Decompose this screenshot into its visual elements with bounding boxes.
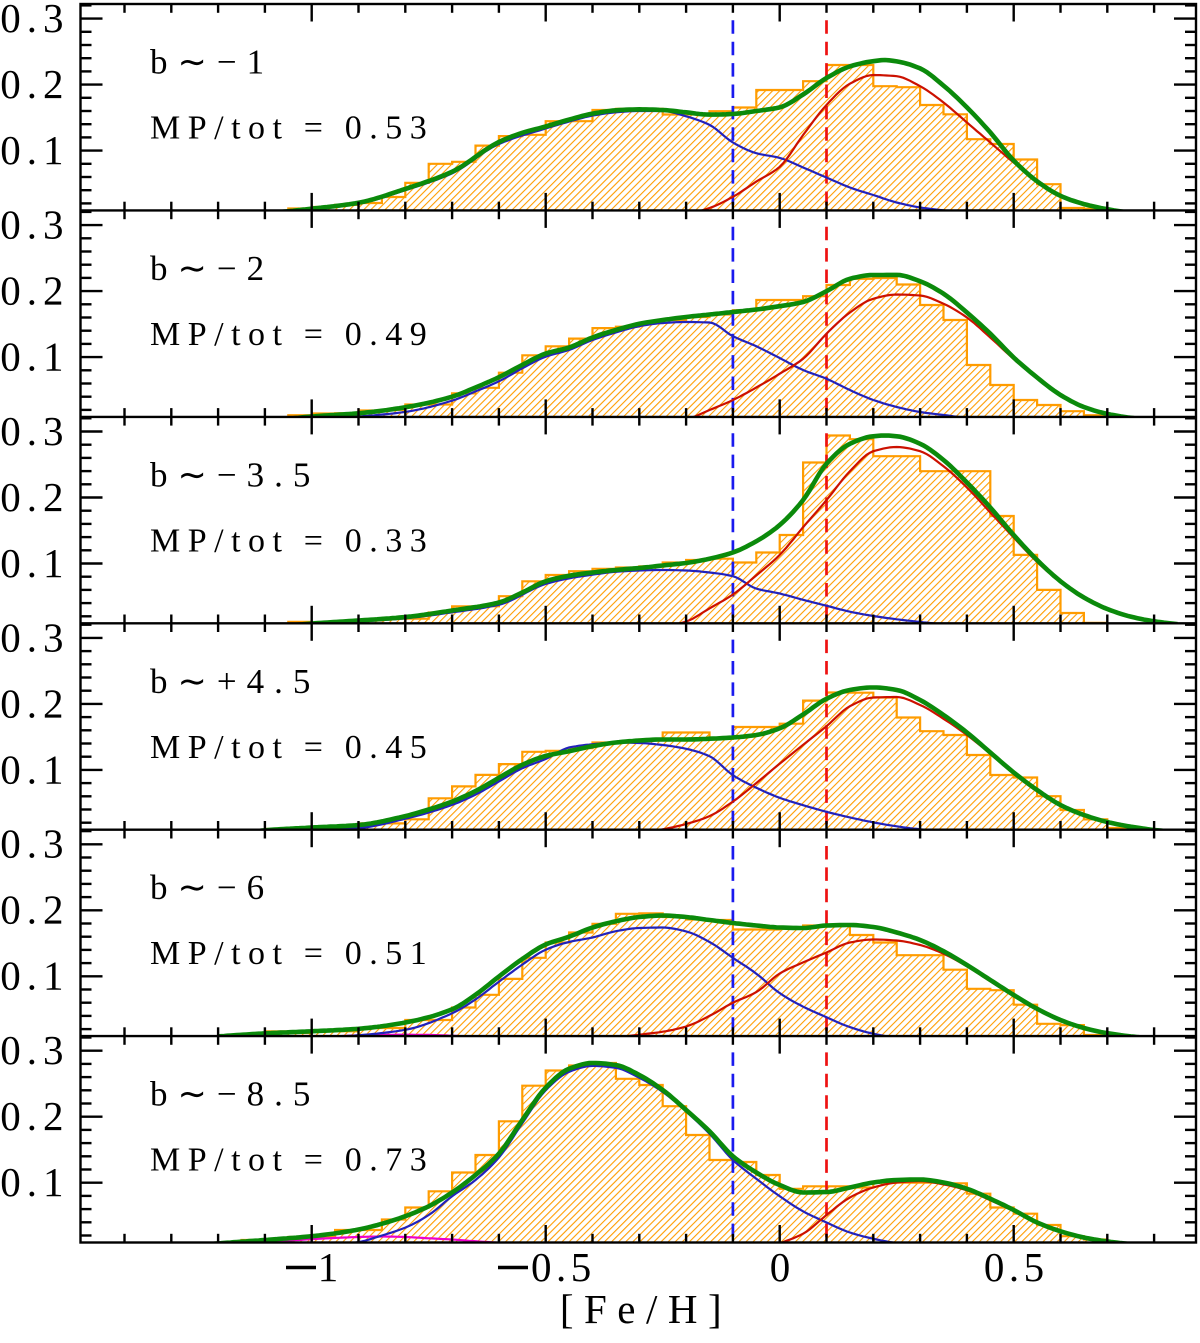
svg-text:b∼−3.5: b∼−3.5: [150, 455, 320, 494]
svg-text:MP/tot = 0.53: MP/tot = 0.53: [150, 110, 434, 147]
svg-text:0.1: 0.1: [0, 746, 69, 792]
svg-text:0.3: 0.3: [0, 1027, 69, 1073]
svg-text:b∼−6: b∼−6: [150, 868, 274, 907]
svg-text:0.3: 0.3: [0, 408, 69, 454]
svg-text:0.2: 0.2: [0, 1093, 69, 1139]
svg-text:b∼+4.5: b∼+4.5: [150, 662, 320, 701]
svg-text:b∼−2: b∼−2: [150, 249, 274, 288]
svg-text:0.5: 0.5: [984, 1244, 1049, 1290]
svg-text:0.3: 0.3: [0, 614, 69, 660]
svg-text:MP/tot = 0.51: MP/tot = 0.51: [150, 935, 434, 972]
svg-text:0.1: 0.1: [0, 334, 69, 380]
svg-text:1: 1: [318, 1244, 339, 1290]
svg-text:b∼−1: b∼−1: [150, 43, 274, 82]
svg-text:0.2: 0.2: [0, 268, 69, 314]
svg-text:0.1: 0.1: [0, 1159, 69, 1205]
svg-text:0.1: 0.1: [0, 953, 69, 999]
svg-text:0.3: 0.3: [0, 0, 69, 41]
svg-text:0.1: 0.1: [0, 540, 69, 586]
svg-text:[Fe/H]: [Fe/H]: [560, 1286, 732, 1332]
svg-text:MP/tot = 0.45: MP/tot = 0.45: [150, 729, 434, 766]
svg-text:0.2: 0.2: [0, 474, 69, 520]
svg-text:0.1: 0.1: [0, 127, 69, 173]
svg-text:0.2: 0.2: [0, 680, 69, 726]
svg-text:0: 0: [770, 1244, 795, 1290]
svg-text:0.2: 0.2: [0, 61, 69, 107]
svg-text:b∼−8.5: b∼−8.5: [150, 1075, 320, 1114]
svg-text:MP/tot = 0.33: MP/tot = 0.33: [150, 522, 434, 559]
svg-text:0.3: 0.3: [0, 202, 69, 248]
svg-text:0.2: 0.2: [0, 887, 69, 933]
svg-text:MP/tot = 0.49: MP/tot = 0.49: [150, 316, 434, 353]
svg-text:0.5: 0.5: [531, 1244, 596, 1290]
svg-text:MP/tot = 0.73: MP/tot = 0.73: [150, 1142, 434, 1179]
svg-text:0.3: 0.3: [0, 821, 69, 867]
